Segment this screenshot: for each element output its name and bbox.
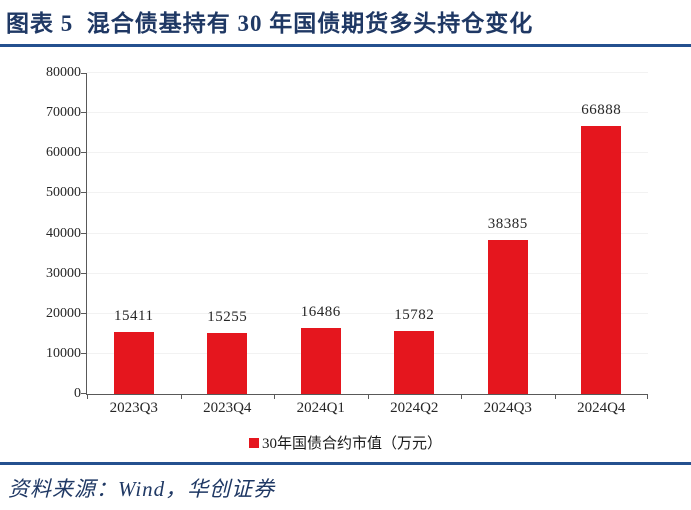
x-axis-tick-2 — [274, 394, 275, 399]
y-axis-tick-60000 — [81, 152, 86, 154]
x-axis-tick-5 — [554, 394, 556, 399]
y-axis-tick-50000 — [81, 192, 86, 194]
y-axis-label-20000: 20000 — [46, 305, 81, 321]
gridline-10000 — [87, 352, 648, 354]
y-axis-line — [86, 73, 87, 394]
bar-chart-plot-area: 0 10000 20000 30000 40000 50000 60000 70000 8000… — [46, 65, 648, 416]
y-axis-tick-0 — [81, 393, 86, 394]
x-axis-label-2024Q1: 2024Q1 — [296, 400, 345, 416]
x-axis-label-2024Q4: 2024Q4 — [577, 400, 626, 416]
title-divider-rule — [0, 44, 691, 47]
footer-divider-rule — [0, 462, 691, 465]
y-axis-tick-70000 — [81, 112, 86, 114]
bar-value-label-2023Q3: 15411 — [114, 308, 154, 325]
y-axis-label-70000: 70000 — [46, 105, 81, 121]
x-axis-tick-4 — [461, 394, 462, 399]
gridline-70000 — [87, 112, 648, 114]
y-axis-tick-40000 — [81, 232, 86, 234]
bar-2024Q3 — [487, 239, 528, 394]
y-axis-label-50000: 50000 — [46, 185, 81, 201]
y-axis-label-0: 0 — [74, 386, 81, 401]
x-axis-tick-1 — [180, 394, 182, 399]
figure-title: 图表 5 混合债基持有 30 年国债期货多头持仓变化 — [6, 11, 534, 36]
bar-value-label-2023Q4: 15255 — [207, 308, 248, 325]
x-axis-label-2023Q4: 2023Q4 — [203, 400, 252, 416]
legend-series-label: 30年国债合约市值（万元） — [261, 436, 442, 452]
y-axis-tick-30000 — [81, 272, 86, 274]
bar-2023Q4 — [207, 332, 248, 394]
y-axis-label-30000: 30000 — [46, 265, 81, 281]
bar-value-label-2024Q4: 66888 — [581, 101, 622, 118]
x-axis-label-2024Q2: 2024Q2 — [390, 400, 439, 416]
chart-legend: 30年国债合约市值（万元） — [0, 432, 691, 453]
x-axis-label-2024Q3: 2024Q3 — [483, 400, 532, 416]
x-axis-line — [86, 394, 648, 395]
bar-value-label-2024Q2: 15782 — [394, 306, 435, 323]
x-axis-label-2023Q3: 2023Q3 — [109, 400, 158, 416]
y-axis-tick-10000 — [81, 352, 86, 354]
gridline-80000 — [87, 72, 648, 73]
data-source-note: 资料来源：Wind，华创证券 — [8, 477, 276, 501]
gridline-50000 — [87, 192, 648, 194]
y-axis-label-80000: 80000 — [46, 65, 81, 80]
bar-2024Q4 — [581, 125, 622, 394]
y-axis-tick-20000 — [81, 312, 86, 314]
gridline-30000 — [87, 272, 648, 274]
x-axis-tick-3 — [367, 394, 369, 399]
y-axis-label-10000: 10000 — [46, 345, 81, 361]
bar-value-label-2024Q3: 38385 — [487, 215, 528, 232]
gridline-40000 — [87, 232, 648, 234]
y-axis-tick-80000 — [81, 73, 86, 74]
bar-value-label-2024Q1: 16486 — [300, 303, 341, 320]
gridline-60000 — [87, 152, 648, 154]
bar-2024Q1 — [300, 327, 341, 394]
y-axis-label-60000: 60000 — [46, 145, 81, 161]
bar-2024Q2 — [394, 330, 435, 394]
bar-2023Q3 — [113, 332, 154, 394]
gridline-20000 — [87, 312, 648, 314]
x-axis-tick-0 — [87, 394, 88, 399]
x-axis-tick-6 — [647, 394, 648, 399]
y-axis-label-40000: 40000 — [46, 225, 81, 241]
legend-swatch-icon — [248, 437, 259, 448]
